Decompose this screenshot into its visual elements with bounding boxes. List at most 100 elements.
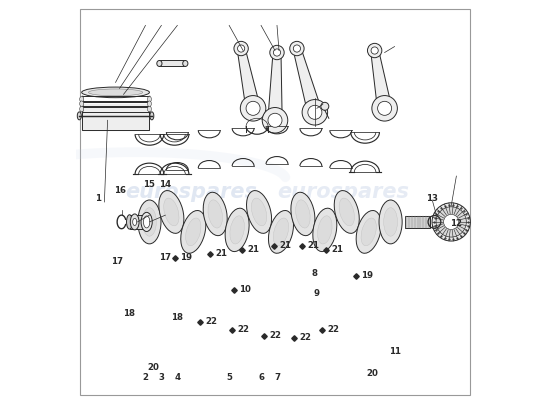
- Circle shape: [432, 203, 470, 241]
- Ellipse shape: [208, 200, 222, 228]
- Text: 4: 4: [174, 373, 180, 382]
- Ellipse shape: [133, 218, 137, 226]
- Polygon shape: [81, 104, 150, 130]
- Text: 20: 20: [367, 369, 378, 378]
- Bar: [405, 216, 431, 228]
- Circle shape: [302, 100, 328, 125]
- Text: 10: 10: [239, 285, 251, 294]
- Circle shape: [321, 102, 329, 110]
- Ellipse shape: [273, 218, 289, 246]
- Circle shape: [436, 207, 466, 237]
- Polygon shape: [237, 48, 260, 110]
- Ellipse shape: [361, 218, 376, 246]
- Text: eurospares: eurospares: [125, 182, 257, 202]
- Ellipse shape: [334, 190, 359, 233]
- Text: #c8d4e8: #c8d4e8: [346, 207, 353, 208]
- Circle shape: [367, 43, 382, 58]
- Ellipse shape: [81, 87, 150, 98]
- Bar: [160, 60, 185, 66]
- Text: #c8d4e8: #c8d4e8: [204, 207, 210, 208]
- Ellipse shape: [230, 216, 244, 244]
- Text: 6: 6: [258, 373, 264, 382]
- Ellipse shape: [142, 208, 156, 236]
- Text: 15: 15: [144, 180, 155, 188]
- Circle shape: [262, 108, 288, 133]
- Text: 21: 21: [307, 241, 320, 250]
- Text: 22: 22: [270, 331, 282, 340]
- Polygon shape: [293, 48, 322, 114]
- Circle shape: [268, 113, 282, 127]
- Ellipse shape: [141, 212, 152, 232]
- Circle shape: [234, 41, 248, 56]
- Circle shape: [238, 45, 245, 52]
- Ellipse shape: [80, 106, 84, 112]
- Text: 3: 3: [158, 373, 164, 382]
- Circle shape: [246, 101, 260, 115]
- Ellipse shape: [379, 200, 402, 244]
- Ellipse shape: [150, 112, 154, 120]
- Circle shape: [378, 101, 392, 115]
- Text: 5: 5: [226, 373, 232, 382]
- Ellipse shape: [356, 210, 381, 253]
- Text: 2: 2: [142, 373, 149, 382]
- Ellipse shape: [384, 208, 398, 236]
- Text: 18: 18: [172, 313, 183, 322]
- Text: 22: 22: [238, 325, 250, 334]
- Polygon shape: [371, 50, 392, 110]
- Ellipse shape: [225, 208, 249, 252]
- Ellipse shape: [80, 101, 84, 106]
- Text: 12: 12: [450, 220, 463, 228]
- Ellipse shape: [144, 216, 150, 228]
- Circle shape: [371, 47, 378, 54]
- Text: 13: 13: [426, 194, 438, 202]
- Ellipse shape: [317, 216, 332, 244]
- Ellipse shape: [80, 96, 84, 102]
- Ellipse shape: [147, 96, 151, 102]
- Text: 19: 19: [180, 253, 192, 262]
- Text: 21: 21: [248, 245, 260, 254]
- Circle shape: [273, 49, 281, 56]
- Text: 18: 18: [124, 309, 135, 318]
- Text: 20: 20: [147, 363, 160, 372]
- Ellipse shape: [291, 192, 315, 236]
- Circle shape: [290, 41, 304, 56]
- Text: 14: 14: [160, 180, 172, 188]
- Ellipse shape: [339, 198, 354, 226]
- Ellipse shape: [183, 60, 188, 66]
- Text: 9: 9: [314, 289, 320, 298]
- Text: 22: 22: [206, 317, 218, 326]
- Ellipse shape: [147, 101, 151, 106]
- Text: eurospares: eurospares: [277, 182, 409, 202]
- Ellipse shape: [296, 200, 310, 228]
- Ellipse shape: [130, 214, 139, 230]
- Text: 7: 7: [274, 373, 280, 382]
- Circle shape: [270, 45, 284, 60]
- Text: 21: 21: [216, 249, 228, 258]
- Ellipse shape: [78, 112, 81, 120]
- Text: 22: 22: [299, 333, 311, 342]
- Bar: [129, 215, 147, 229]
- Text: 16: 16: [113, 186, 125, 194]
- Ellipse shape: [251, 198, 267, 226]
- Ellipse shape: [164, 198, 179, 226]
- Ellipse shape: [159, 190, 184, 233]
- Text: 19: 19: [361, 271, 373, 280]
- Text: 21: 21: [331, 245, 343, 254]
- Text: 17: 17: [160, 253, 172, 262]
- Ellipse shape: [89, 89, 142, 96]
- Circle shape: [240, 96, 266, 121]
- Ellipse shape: [246, 190, 272, 233]
- Text: 8: 8: [312, 269, 318, 278]
- Circle shape: [372, 96, 397, 121]
- Circle shape: [444, 214, 459, 230]
- Ellipse shape: [268, 210, 294, 253]
- Text: 1: 1: [95, 194, 101, 202]
- Ellipse shape: [157, 60, 162, 66]
- Ellipse shape: [126, 215, 133, 229]
- Text: 22: 22: [327, 325, 339, 334]
- Ellipse shape: [186, 218, 201, 246]
- Text: 21: 21: [279, 241, 292, 250]
- Circle shape: [293, 45, 300, 52]
- Text: 17: 17: [112, 257, 124, 266]
- Ellipse shape: [203, 192, 227, 236]
